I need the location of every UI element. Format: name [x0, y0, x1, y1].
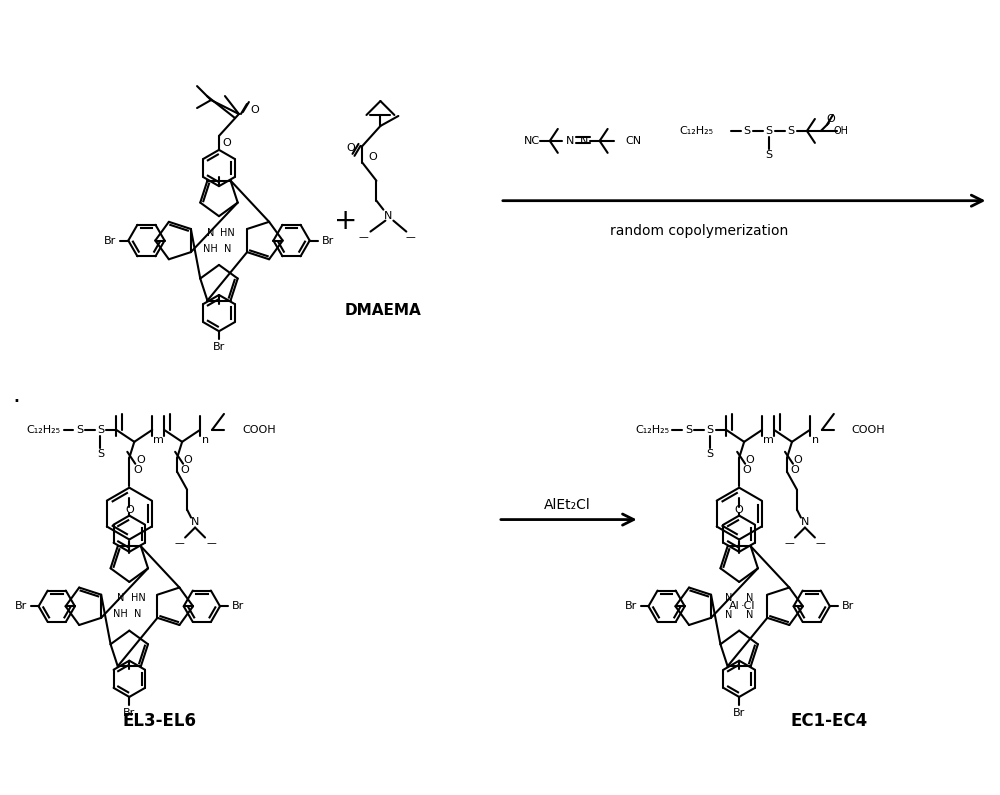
Text: S: S [707, 449, 714, 459]
Text: C₁₂H₂₅: C₁₂H₂₅ [27, 425, 61, 435]
Text: n: n [202, 435, 210, 445]
Text: —: — [174, 538, 184, 549]
Text: C₁₂H₂₅: C₁₂H₂₅ [679, 126, 713, 136]
Text: S: S [707, 425, 714, 435]
Text: S: S [685, 425, 692, 435]
Text: NH: NH [203, 243, 218, 254]
Text: +: + [334, 207, 357, 235]
Text: O: O [223, 138, 231, 148]
Text: O: O [346, 143, 355, 153]
Text: —: — [206, 538, 216, 549]
Text: O: O [826, 114, 835, 124]
Text: S: S [76, 425, 83, 435]
Text: O: O [743, 465, 752, 475]
Text: AlEt₂Cl: AlEt₂Cl [544, 498, 591, 512]
Text: —: — [359, 233, 368, 242]
Text: Br: Br [104, 235, 116, 246]
Text: O: O [791, 465, 799, 475]
Text: Br: Br [213, 342, 225, 352]
Text: S: S [97, 425, 104, 435]
Text: O: O [735, 505, 744, 514]
Text: O: O [794, 455, 802, 465]
Text: N: N [725, 610, 733, 620]
Text: COOH: COOH [852, 425, 885, 435]
Text: —: — [816, 538, 826, 549]
Text: O: O [368, 152, 377, 162]
Text: N: N [117, 593, 124, 603]
Text: ·Cl: ·Cl [741, 601, 756, 611]
Text: N: N [191, 517, 199, 526]
Text: S: S [765, 149, 773, 160]
Text: m: m [153, 435, 164, 445]
Text: NH: NH [113, 609, 128, 619]
Text: HN: HN [131, 593, 145, 603]
Text: n: n [812, 435, 819, 445]
Text: —: — [784, 538, 794, 549]
Text: —: — [405, 233, 415, 242]
Text: O: O [136, 455, 145, 465]
Text: Br: Br [232, 601, 244, 611]
Text: Br: Br [15, 601, 27, 611]
Text: NC: NC [524, 136, 540, 146]
Text: S: S [744, 126, 751, 136]
Text: Al: Al [729, 601, 739, 611]
Text: .: . [13, 383, 21, 407]
Text: S: S [765, 126, 773, 136]
Text: O: O [181, 465, 189, 475]
Text: Br: Br [733, 708, 745, 718]
Text: C₁₂H₂₅: C₁₂H₂₅ [635, 425, 669, 435]
Text: random copolymerization: random copolymerization [610, 223, 788, 238]
Text: Br: Br [842, 601, 854, 611]
Text: N: N [207, 227, 214, 238]
Text: N: N [566, 136, 574, 146]
Text: S: S [97, 449, 104, 459]
Text: m: m [763, 435, 773, 445]
Text: N: N [134, 609, 142, 619]
Text: N: N [746, 592, 753, 603]
Text: COOH: COOH [242, 425, 276, 435]
Text: N: N [224, 243, 231, 254]
Text: Br: Br [123, 708, 135, 718]
Text: HN: HN [220, 227, 235, 238]
Text: Br: Br [321, 235, 334, 246]
Text: O: O [133, 465, 142, 475]
Text: O: O [250, 105, 259, 115]
Text: N: N [801, 517, 809, 526]
Text: EL3-EL6: EL3-EL6 [122, 712, 196, 730]
Text: N: N [725, 592, 733, 603]
Text: Br: Br [624, 601, 637, 611]
Text: S: S [787, 126, 795, 136]
Text: N: N [580, 136, 588, 146]
Text: O: O [125, 505, 134, 514]
Text: CN: CN [626, 136, 642, 146]
Text: DMAEMA: DMAEMA [345, 303, 422, 318]
Text: O: O [184, 455, 192, 465]
Text: O: O [746, 455, 754, 465]
Text: OH: OH [833, 126, 848, 136]
Text: EC1-EC4: EC1-EC4 [790, 712, 867, 730]
Text: N: N [746, 610, 753, 620]
Text: N: N [384, 211, 393, 221]
